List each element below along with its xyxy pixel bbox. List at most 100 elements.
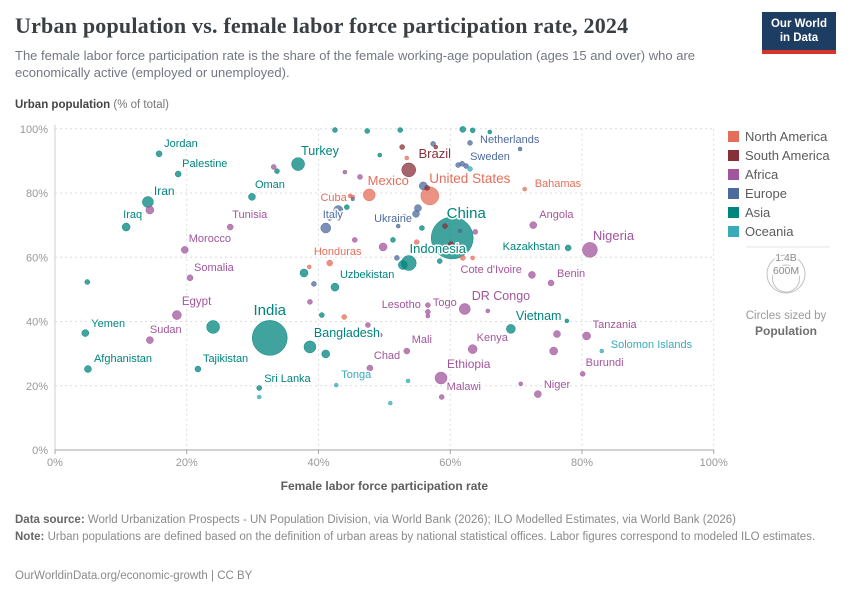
country-label-tunisia[interactable]: Tunisia	[231, 208, 270, 223]
country-label-sri-lanka[interactable]: Sri Lanka	[263, 371, 313, 386]
country-label-indonesia[interactable]: Indonesia	[408, 240, 468, 258]
country-point[interactable]	[378, 242, 388, 252]
country-point-china[interactable]	[430, 216, 474, 260]
country-point[interactable]	[397, 127, 403, 133]
country-point[interactable]	[448, 241, 454, 247]
country-point[interactable]	[364, 128, 370, 134]
country-point[interactable]	[326, 215, 333, 221]
country-point[interactable]	[206, 320, 220, 334]
legend-item-south-america[interactable]: South America	[728, 146, 830, 165]
country-label-dr-congo[interactable]: DR Congo	[470, 287, 531, 304]
country-point[interactable]	[299, 268, 309, 278]
country-point[interactable]	[470, 255, 475, 261]
country-label-oman[interactable]: Oman	[253, 177, 286, 192]
country-point[interactable]	[442, 223, 448, 229]
country-point-cote-d-ivoire[interactable]	[528, 271, 536, 279]
country-label-cote-d-ivoire[interactable]: Cote d'Ivoire	[459, 262, 523, 277]
country-point[interactable]	[395, 223, 401, 229]
country-point-sri-lanka[interactable]	[256, 385, 262, 391]
country-point[interactable]	[84, 279, 91, 285]
country-label-malawi[interactable]: Malawi	[445, 379, 482, 394]
country-point-vietnam[interactable]	[506, 324, 516, 334]
country-point[interactable]	[459, 126, 467, 133]
country-point[interactable]	[433, 144, 439, 150]
country-point-ethiopia[interactable]	[434, 371, 448, 385]
legend-item-europe[interactable]: Europe	[728, 184, 830, 203]
country-label-netherlands[interactable]: Netherlands	[479, 132, 542, 147]
country-point-dr-congo[interactable]	[458, 303, 471, 315]
country-label-kazakhstan[interactable]: Kazakhstan	[501, 239, 561, 254]
country-label-burundi[interactable]: Burundi	[584, 355, 625, 370]
country-label-angola[interactable]: Angola	[538, 208, 576, 223]
country-label-chad[interactable]: Chad	[372, 349, 401, 364]
country-label-morocco[interactable]: Morocco	[187, 231, 232, 246]
country-label-uzbekistan[interactable]: Uzbekistan	[338, 268, 395, 283]
country-point[interactable]	[518, 381, 523, 387]
country-label-togo[interactable]: Togo	[431, 296, 458, 311]
country-point[interactable]	[485, 308, 491, 314]
country-point[interactable]	[145, 205, 155, 215]
country-label-iraq[interactable]: Iraq	[122, 208, 144, 223]
country-point-mexico[interactable]	[362, 188, 376, 202]
country-point[interactable]	[430, 141, 436, 147]
country-point-niger[interactable]	[534, 390, 542, 398]
country-label-niger[interactable]: Niger	[542, 378, 572, 393]
country-point-mali[interactable]	[403, 347, 411, 355]
country-point-kenya[interactable]	[467, 344, 478, 354]
country-point[interactable]	[399, 144, 405, 150]
country-point-chad[interactable]	[366, 364, 374, 372]
country-point[interactable]	[365, 322, 371, 328]
country-point[interactable]	[342, 169, 348, 175]
country-point[interactable]	[424, 185, 430, 191]
country-point[interactable]	[357, 174, 363, 180]
country-label-tonga[interactable]: Tonga	[340, 368, 374, 383]
country-label-honduras[interactable]: Honduras	[312, 245, 363, 260]
country-point[interactable]	[436, 258, 443, 264]
country-label-somalia[interactable]: Somalia	[193, 260, 237, 275]
country-label-egypt[interactable]: Egypt	[180, 295, 213, 310]
country-label-tanzania[interactable]: Tanzania	[591, 317, 639, 332]
country-point[interactable]	[377, 332, 383, 338]
country-point[interactable]	[319, 312, 325, 318]
country-label-benin[interactable]: Benin	[556, 266, 587, 281]
country-point[interactable]	[344, 204, 350, 210]
country-point-benin[interactable]	[547, 279, 555, 287]
country-label-afghanistan[interactable]: Afghanistan	[92, 352, 153, 367]
country-point-yemen[interactable]	[81, 329, 90, 337]
country-point-palestine[interactable]	[174, 170, 182, 178]
country-label-italy[interactable]: Italy	[321, 208, 345, 223]
country-point-egypt[interactable]	[172, 310, 182, 320]
country-label-solomon-islands[interactable]: Solomon Islands	[609, 338, 694, 353]
country-point[interactable]	[351, 237, 358, 243]
country-label-jordan[interactable]: Jordan	[163, 136, 200, 151]
country-point[interactable]	[401, 214, 407, 220]
country-point-solomon-islands[interactable]	[599, 348, 605, 354]
country-point[interactable]	[455, 162, 461, 168]
country-label-sudan[interactable]: Sudan	[148, 323, 183, 338]
country-point-angola[interactable]	[529, 221, 538, 229]
country-label-sweden[interactable]: Sweden	[469, 149, 512, 164]
country-point-togo[interactable]	[425, 302, 431, 308]
country-point-brazil[interactable]	[401, 162, 416, 178]
legend-item-north-america[interactable]: North America	[728, 127, 830, 146]
country-point-iraq[interactable]	[121, 222, 131, 232]
country-point[interactable]	[469, 127, 476, 134]
country-point[interactable]	[394, 255, 400, 261]
country-point[interactable]	[256, 394, 262, 400]
legend-item-africa[interactable]: Africa	[728, 165, 830, 184]
country-point[interactable]	[405, 378, 411, 384]
country-point[interactable]	[517, 146, 523, 152]
country-point[interactable]	[270, 164, 277, 170]
country-point[interactable]	[457, 228, 463, 234]
country-label-bangladesh[interactable]: Bangladesh	[312, 324, 381, 341]
country-point-tunisia[interactable]	[226, 223, 234, 231]
country-label-iran[interactable]: Iran	[152, 182, 176, 199]
country-point-malawi[interactable]	[438, 394, 445, 400]
country-label-vietnam[interactable]: Vietnam	[514, 307, 563, 324]
country-point[interactable]	[332, 127, 338, 133]
country-point-uzbekistan[interactable]	[330, 282, 340, 292]
country-point-bangladesh[interactable]	[303, 340, 317, 354]
country-label-bahamas[interactable]: Bahamas	[533, 177, 583, 192]
country-label-united-states[interactable]: United States	[428, 169, 512, 187]
country-label-lesotho[interactable]: Lesotho	[380, 297, 422, 312]
